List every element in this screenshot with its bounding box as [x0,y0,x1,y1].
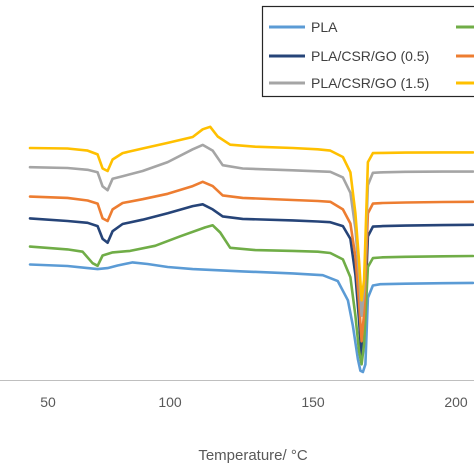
legend: PLA PLA/CSR/GO (0.5) PLA/CSR/GO (1.5) [261,5,474,98]
series-layer [28,125,474,374]
x-tick-label: 200 [444,394,468,410]
legend-label: PLA/CSR/GO (0.5) [311,48,429,64]
series-line-1 [28,261,474,374]
x-tick-label: 150 [301,394,325,410]
series-line-5 [28,143,474,317]
x-tick-label: 100 [158,394,182,410]
series-line-6 [28,125,474,302]
series-line-3 [28,224,474,366]
legend-label: PLA [311,19,338,35]
x-axis-title: Temperature/ °C [198,447,308,464]
legend-label: PLA/CSR/GO (1.5) [311,75,429,91]
series-line-2 [28,203,474,361]
series-line-4 [28,180,474,343]
x-tick-labels: 50 100 150 200 [40,394,468,410]
x-tick-label: 50 [40,394,56,410]
